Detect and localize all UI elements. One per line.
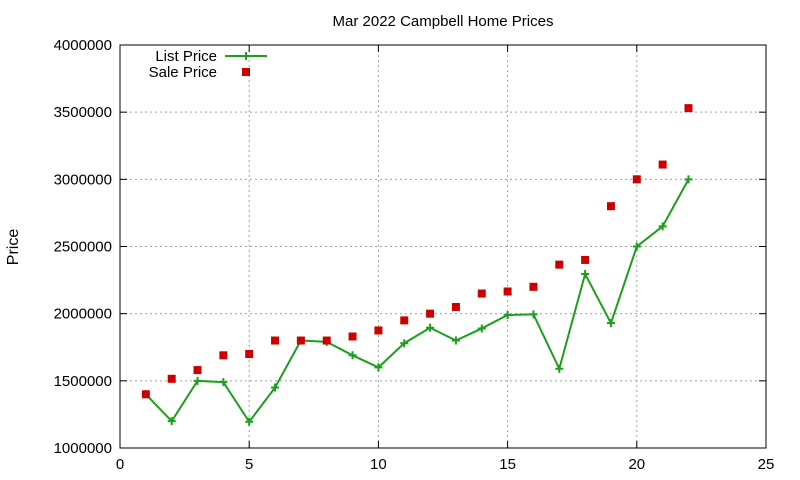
sale-price-point <box>141 390 150 399</box>
list-price-point <box>503 311 512 320</box>
legend-label: List Price <box>155 48 217 65</box>
x-tick-label: 15 <box>499 456 516 473</box>
list-price-point <box>167 417 176 426</box>
list-price-point <box>632 242 641 251</box>
list-price-point <box>555 364 564 373</box>
legend-plus-swatch <box>242 52 250 60</box>
y-tick-label: 2000000 <box>54 306 112 323</box>
sale-price-point <box>296 336 305 345</box>
y-tick-label: 1500000 <box>54 373 112 390</box>
y-tick-label: 3500000 <box>54 104 112 121</box>
list-price-point <box>606 319 615 328</box>
x-tick-label: 5 <box>245 456 253 473</box>
sale-price-point <box>555 260 564 269</box>
sale-price-point <box>529 282 538 291</box>
axis-ticks: 0 5 10 15 20 25 1000000 1500000 2000000 2500000 30… <box>54 37 775 473</box>
list-price-line <box>145 178 690 424</box>
list-price-point <box>193 376 202 385</box>
sale-price-point <box>322 336 331 345</box>
list-price-point <box>451 336 460 345</box>
list-price-point <box>529 310 538 319</box>
list-price-point <box>477 324 486 333</box>
y-tick-label: 2500000 <box>54 239 112 256</box>
sale-price-point <box>581 255 590 264</box>
sale-price-point <box>477 289 486 298</box>
sale-price-point <box>684 104 693 113</box>
list-price-point <box>374 363 383 372</box>
list-price-point <box>348 351 357 360</box>
series-sale-price <box>141 104 693 399</box>
sale-price-point <box>451 302 460 311</box>
y-tick-label: 1000000 <box>54 440 112 457</box>
legend-square-swatch <box>242 68 250 76</box>
x-tick-label: 10 <box>370 456 387 473</box>
sale-price-point <box>245 349 254 358</box>
chart-title: Mar 2022 Campbell Home Prices <box>333 13 554 30</box>
x-tick-label: 25 <box>758 456 775 473</box>
series-list-price <box>141 175 693 426</box>
sale-price-point <box>219 351 228 360</box>
y-tick-label: 4000000 <box>54 37 112 54</box>
list-price-point <box>245 417 254 426</box>
y-tick-label: 3000000 <box>54 171 112 188</box>
list-price-point <box>658 222 667 231</box>
grid-lines <box>120 45 766 448</box>
sale-price-point <box>632 175 641 184</box>
sale-price-point <box>400 316 409 325</box>
sale-price-point <box>606 202 615 211</box>
sale-price-point <box>348 332 357 341</box>
sale-price-point <box>503 287 512 296</box>
list-price-point <box>219 378 228 387</box>
x-tick-label: 0 <box>116 456 124 473</box>
sale-price-point <box>271 336 280 345</box>
sale-price-point <box>374 326 383 335</box>
list-price-point <box>581 270 590 279</box>
x-tick-label: 20 <box>628 456 645 473</box>
legend-label: Sale Price <box>149 64 217 81</box>
sale-price-point <box>658 160 667 169</box>
list-price-point <box>426 323 435 332</box>
sale-price-point <box>426 309 435 318</box>
list-price-point <box>271 383 280 392</box>
y-axis-label: Price <box>5 229 22 266</box>
sale-price-point <box>167 374 176 383</box>
list-price-point <box>684 175 693 184</box>
sale-price-point <box>193 366 202 375</box>
data-series <box>141 104 693 426</box>
list-price-point <box>400 339 409 348</box>
